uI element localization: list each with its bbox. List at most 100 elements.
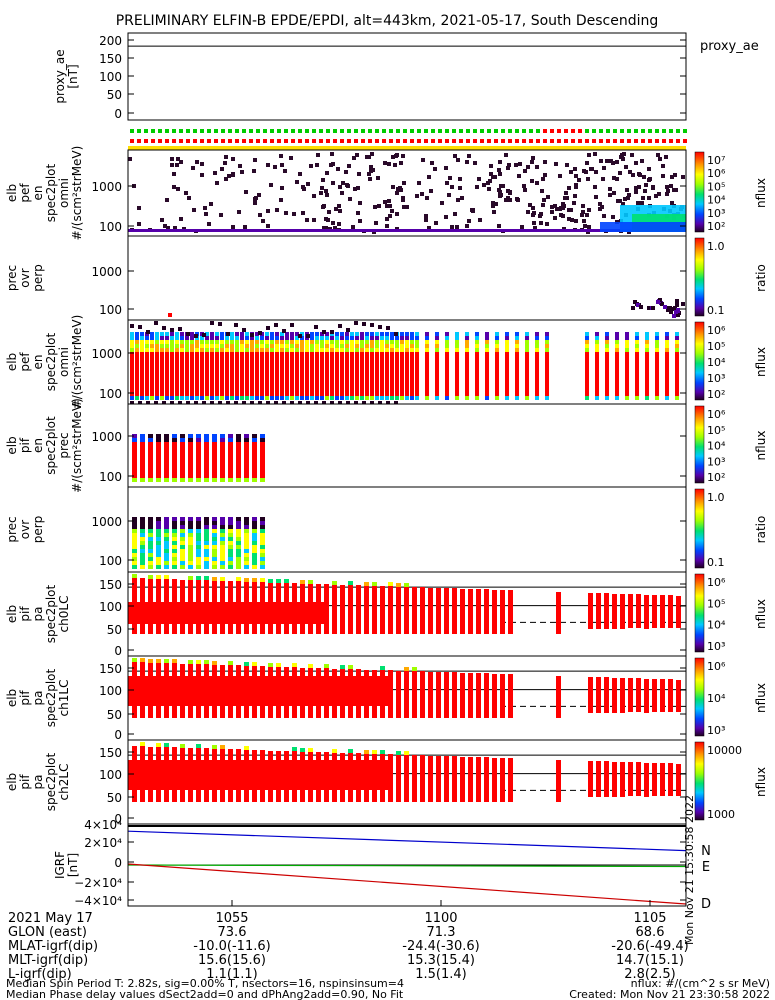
spec-pixel — [188, 545, 193, 549]
spec-pixel — [615, 344, 619, 348]
spec-pixel — [525, 332, 529, 336]
spec-pixel — [320, 360, 324, 364]
colorbar-tick-label: 10³ — [707, 724, 725, 737]
spec-pixel — [365, 368, 369, 372]
flag-mark — [249, 129, 253, 133]
spec-pixel — [204, 525, 209, 529]
y-axis-label: pa — [31, 607, 45, 622]
spec-pixel — [150, 380, 154, 384]
spec-pixel — [346, 328, 350, 332]
spec-pixel — [212, 557, 217, 561]
spec-pixel — [573, 167, 577, 171]
spec-pixel — [495, 340, 499, 344]
colorbar-tick-label: 10² — [707, 388, 725, 401]
spec-pixel — [495, 360, 499, 364]
y-axis-label: en — [31, 186, 45, 201]
pa-column — [412, 671, 417, 718]
spec-pixel — [400, 388, 404, 392]
spec-pixel — [185, 336, 189, 340]
flag-mark — [655, 139, 659, 143]
spec-pixel — [385, 392, 389, 396]
spec-pixel — [252, 446, 257, 450]
spec-pixel — [315, 376, 319, 380]
spec-pixel — [375, 352, 379, 356]
spec-pixel — [150, 376, 154, 380]
spec-pixel — [205, 332, 209, 336]
spec-pixel — [300, 380, 304, 384]
spec-pixel — [228, 521, 233, 525]
pa-column — [484, 757, 489, 802]
spec-pixel — [266, 209, 270, 213]
spec-pixel — [675, 392, 679, 396]
flag-mark — [466, 139, 470, 143]
spec-pixel — [205, 380, 209, 384]
spec-pixel — [440, 201, 444, 205]
spec-pixel — [280, 336, 284, 340]
spec-pixel — [405, 364, 409, 368]
spec-pixel — [465, 356, 469, 360]
spec-pixel — [655, 384, 659, 388]
spec-pixel — [255, 388, 259, 392]
spec-pixel — [415, 388, 419, 392]
footer-line-1: Median Spin Period T: 2.82s, sig=0.00% T… — [6, 977, 404, 990]
footer-created: Created: Mon Nov 21 23:30:58 2022 — [569, 988, 770, 1000]
spec-pixel — [405, 340, 409, 344]
spec-pixel — [661, 174, 665, 178]
spec-pixel — [166, 226, 170, 230]
spec-pixel — [338, 185, 342, 189]
spec-pixel — [150, 344, 154, 348]
spec-pixel — [132, 541, 137, 545]
spec-pixel — [310, 372, 314, 376]
pa-pixel — [380, 750, 385, 754]
spec-pixel — [585, 376, 589, 380]
spec-pixel — [350, 372, 354, 376]
spec-pixel — [410, 364, 414, 368]
pa-pixel — [308, 580, 313, 584]
spec-pixel — [665, 384, 669, 388]
spec-pixel — [235, 360, 239, 364]
spec-pixel — [675, 388, 679, 392]
spec-pixel — [424, 218, 428, 222]
spec-pixel — [402, 181, 406, 185]
x-row-value: -24.4(-30.6) — [402, 939, 479, 954]
flag-mark — [683, 129, 687, 133]
spec-pixel — [140, 388, 144, 392]
spec-pixel — [489, 172, 493, 176]
spec-pixel — [140, 372, 144, 376]
spec-pixel — [535, 372, 539, 376]
spec-pixel — [250, 384, 254, 388]
pa-column — [620, 762, 625, 797]
spec-pixel — [531, 206, 535, 210]
spec-pixel — [335, 348, 339, 352]
spec-pixel — [200, 364, 204, 368]
spec-pixel — [333, 226, 337, 230]
spec-pixel — [275, 388, 279, 392]
spec-pixel — [505, 388, 509, 392]
spec-pixel — [156, 450, 161, 454]
spec-pixel — [252, 549, 257, 553]
spec-pixel — [265, 372, 269, 376]
series-line-E — [127, 864, 687, 868]
spec-pixel — [525, 380, 529, 384]
spec-pixel — [357, 172, 361, 176]
pa-column — [500, 590, 505, 634]
spec-pixel — [325, 332, 329, 336]
spec-pixel — [390, 336, 394, 340]
spec-pixel — [164, 478, 169, 482]
spec-pixel — [165, 372, 169, 376]
spec-pixel — [495, 384, 499, 388]
x-row-value: 14.7(15.1) — [616, 953, 684, 968]
spec-pixel — [545, 344, 549, 348]
spec-pixel — [675, 332, 679, 336]
spec-pixel — [370, 396, 374, 400]
flag-mark — [445, 139, 449, 143]
spec-pixel — [132, 442, 137, 446]
spec-pixel — [252, 521, 257, 525]
spec-pixel — [545, 396, 549, 400]
spec-pixel — [625, 396, 629, 400]
spec-pixel — [148, 454, 153, 458]
spec-pixel — [180, 533, 185, 537]
flag-mark — [200, 129, 204, 133]
flag-mark — [256, 129, 260, 133]
